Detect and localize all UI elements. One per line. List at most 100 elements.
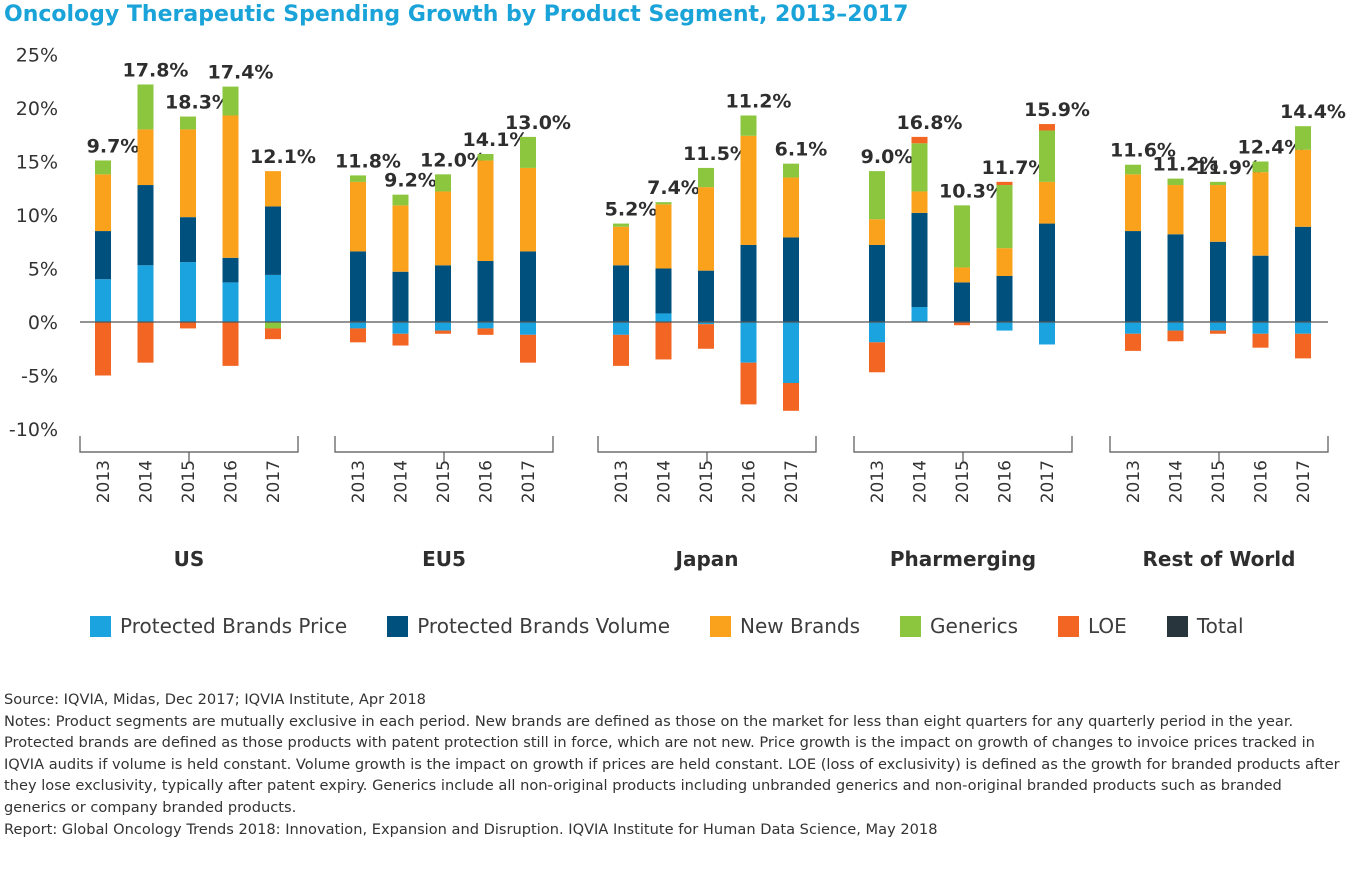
y-tick-label: 25% (16, 45, 58, 67)
bar-segment-loe (740, 362, 757, 405)
year-label: 2014 (137, 460, 157, 503)
y-tick-label: 10% (16, 205, 58, 227)
bar-segment-loe (1039, 124, 1055, 131)
bar-segment-price (911, 307, 928, 322)
year-label: 2014 (911, 460, 931, 503)
bar-segment-new (1210, 185, 1226, 242)
bar-segment-new (1167, 185, 1184, 235)
total-label: 11.6% (1110, 140, 1176, 162)
bar-segment-generics (180, 116, 196, 130)
y-tick-label: 5% (28, 259, 58, 281)
bar-segment-volume (392, 271, 409, 322)
bar-segment-price (1295, 322, 1311, 334)
bar-segment-loe (95, 322, 111, 376)
bar-segment-loe (265, 328, 281, 340)
total-label: 10.3% (939, 180, 1005, 202)
year-label: 2016 (222, 460, 242, 503)
bar-segment-volume (698, 270, 714, 322)
bar-segment-generics (1295, 126, 1311, 150)
legend: Protected Brands Price Protected Brands V… (90, 614, 1284, 638)
year-label: 2015 (697, 460, 717, 503)
bar-segment-volume (740, 244, 757, 322)
bar-segment-loe (350, 328, 366, 343)
bar-segment-loe (655, 322, 672, 360)
group-bracket (334, 436, 554, 453)
legend-swatch (90, 615, 111, 637)
year-label: 2017 (1038, 460, 1058, 503)
total-label: 9.7% (87, 135, 140, 157)
legend-item: LOE (1058, 614, 1127, 638)
report-note: Report: Global Oncology Trends 2018: Inn… (4, 820, 938, 838)
bar-segment-volume (1210, 241, 1226, 322)
year-label: 2017 (1294, 460, 1314, 503)
total-label: 14.1% (463, 129, 529, 151)
year-label: 2014 (392, 460, 412, 503)
bar-segment-new (1295, 149, 1311, 227)
bar-segment-volume (95, 231, 111, 280)
year-label: 2013 (612, 460, 632, 503)
y-tick-label: -10% (9, 419, 58, 441)
bar-segment-generics (137, 84, 154, 130)
bar-segment-volume (1125, 231, 1141, 322)
total-label: 13.0% (505, 112, 571, 134)
bar-segment-generics (1167, 178, 1184, 186)
bar-segment-price (1252, 322, 1269, 334)
total-label: 11.7% (982, 157, 1048, 179)
total-label: 11.5% (683, 143, 749, 165)
source-note: Source: IQVIA, Midas, Dec 2017; IQVIA In… (4, 691, 426, 708)
legend-item: Protected Brands Price (90, 614, 347, 638)
year-label: 2015 (179, 460, 199, 503)
bar-segment-loe (222, 322, 239, 366)
y-tick-label: 15% (16, 152, 58, 174)
bar-segment-new (1125, 174, 1141, 232)
y-tick-label: -5% (21, 366, 58, 388)
legend-swatch (1166, 615, 1188, 637)
bar-segment-volume (655, 268, 672, 314)
bar-segment-volume (1167, 234, 1184, 322)
bar-segment-new (783, 177, 799, 238)
bar-segment-new (180, 129, 196, 218)
bar-segment-loe (1252, 333, 1269, 348)
bar-segment-price (392, 322, 409, 334)
bar-segment-price (477, 322, 494, 329)
bar-segment-loe (698, 324, 714, 349)
bar-segment-generics (698, 167, 714, 188)
notes-section: Source: IQVIA, Midas, Dec 2017; IQVIA In… (4, 689, 1344, 840)
legend-label: New Brands (740, 614, 861, 638)
total-label: 6.1% (775, 139, 828, 161)
bar-segment-new (911, 191, 928, 213)
bar-segment-generics (392, 194, 409, 206)
bar-segment-new (520, 167, 536, 252)
year-label: 2013 (1124, 460, 1144, 503)
year-label: 2017 (782, 460, 802, 503)
bar-segment-generics (350, 175, 366, 182)
year-label: 2016 (996, 460, 1016, 503)
bar-segment-volume (869, 244, 885, 322)
bar-segment-price (1167, 322, 1184, 331)
group-bracket (79, 436, 299, 453)
bar-segment-volume (520, 251, 536, 322)
legend-label: Protected Brands Price (120, 614, 348, 638)
bar-segment-new (222, 115, 239, 258)
year-label: 2016 (477, 460, 497, 503)
bar-segment-loe (477, 328, 494, 335)
total-label: 7.4% (647, 177, 700, 199)
bar-segment-loe (137, 322, 154, 363)
bar-segment-volume (1295, 226, 1311, 322)
legend-label: Protected Brands Volume (417, 614, 671, 638)
bar-segment-price (222, 282, 239, 322)
year-label: 2015 (953, 460, 973, 503)
legend-item: Protected Brands Volume (387, 614, 670, 638)
group-label: US (174, 547, 205, 571)
bar-segment-new (392, 205, 409, 272)
bar-segment-new (435, 191, 451, 266)
bar-segment-price (655, 313, 672, 322)
bar-segment-generics (869, 171, 885, 220)
bar-segment-price (180, 262, 196, 322)
bar-segment-generics (783, 163, 799, 178)
legend-item: Total (1166, 614, 1244, 638)
bar-segment-loe (180, 322, 196, 329)
bar-segment-loe (392, 333, 409, 346)
bar-segment-new (954, 267, 970, 283)
bar-segment-loe (1125, 333, 1141, 351)
